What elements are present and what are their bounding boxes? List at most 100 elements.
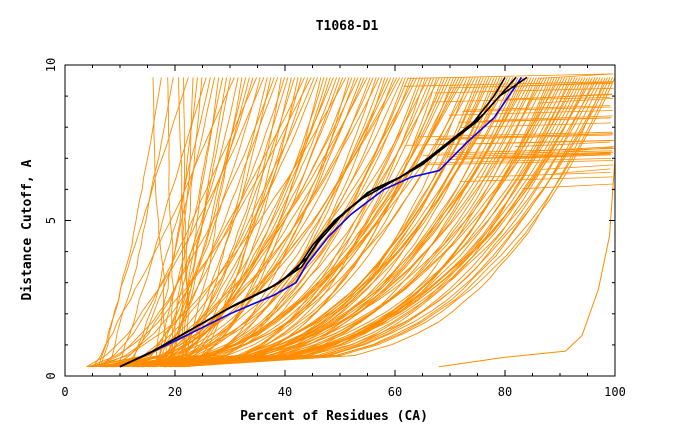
x-tick-label: 100 (604, 385, 626, 399)
model-curve (87, 77, 583, 368)
model-curve (109, 77, 404, 368)
model-curve (558, 147, 614, 153)
model-curve (135, 77, 492, 368)
x-tick-label: 20 (168, 385, 182, 399)
model-curve (407, 73, 611, 79)
model-curve (555, 168, 611, 174)
model-curve (171, 77, 383, 368)
model-curve (413, 160, 614, 166)
model-curve (471, 117, 611, 123)
model-curve (89, 77, 359, 368)
model-curve (141, 77, 309, 368)
model-curve (476, 172, 611, 178)
model-curve (137, 77, 573, 368)
model-curve (89, 77, 312, 368)
model-curve (494, 152, 611, 158)
model-curve (128, 77, 211, 367)
model-curve (116, 77, 566, 368)
model-curve (177, 77, 341, 368)
model-curve (98, 77, 258, 368)
model-curve (105, 77, 591, 368)
model-curve (97, 77, 162, 367)
model-curve (538, 73, 614, 79)
reference-curve (119, 76, 523, 368)
model-curve (434, 87, 614, 94)
model-curve (483, 115, 613, 121)
model-curve (93, 77, 415, 368)
model-curve (102, 77, 568, 368)
model-curve (170, 77, 498, 368)
model-curve (137, 77, 532, 368)
model-curve (110, 77, 593, 368)
model-curve (418, 131, 613, 138)
model-curve (99, 77, 368, 368)
model-curve (525, 93, 613, 99)
model-curve (93, 77, 578, 368)
model-curves (86, 73, 616, 368)
highlighted-curves (119, 76, 528, 368)
model-curve (164, 77, 616, 368)
x-tick-label: 0 (61, 385, 68, 399)
model-curve (153, 77, 279, 368)
model-curve (171, 77, 426, 368)
model-curve (116, 77, 207, 367)
model-curve (183, 77, 190, 367)
x-tick-label: 40 (278, 385, 292, 399)
model-curve (182, 77, 435, 368)
model-curve (170, 77, 522, 368)
x-axis-label: Percent of Residues (CA) (240, 409, 428, 424)
model-curve (137, 77, 261, 368)
model-curve (122, 77, 519, 368)
model-curve (143, 77, 409, 368)
model-curve (537, 98, 614, 104)
model-curve (111, 77, 460, 368)
model-curve (101, 77, 392, 368)
model-curve (113, 77, 418, 368)
model-curve (115, 77, 611, 368)
model-curve (159, 77, 490, 368)
model-curve (177, 77, 596, 368)
model-curve (426, 158, 611, 164)
y-tick-label: 5 (44, 217, 58, 224)
model-curve (108, 77, 473, 368)
model-curve (165, 77, 479, 368)
model-curve (105, 77, 516, 368)
model-curve (140, 77, 613, 368)
model-curve (441, 148, 615, 154)
axis-ticks: 0 20 40 60 80 100 0 5 10 (44, 58, 626, 399)
model-curve (102, 77, 476, 368)
model-curve (404, 140, 612, 146)
model-curve (123, 77, 216, 368)
model-curve (460, 122, 612, 128)
model-curve (104, 77, 598, 368)
model-curve (183, 77, 604, 368)
model-curve (142, 77, 389, 368)
highlighted-curve (119, 76, 506, 368)
model-curve-outlier (438, 158, 616, 368)
model-curve (178, 77, 608, 368)
model-curve (108, 77, 319, 368)
model-curve (126, 77, 463, 368)
model-curve (94, 77, 275, 368)
model-curve (92, 77, 235, 367)
model-curve (91, 77, 347, 368)
model-curve (168, 77, 292, 368)
model-curve (112, 77, 581, 368)
model-curve (143, 77, 506, 368)
model-curve (540, 164, 614, 170)
y-axis-label: Distance Cutoff, A (20, 159, 35, 300)
model-curve (98, 77, 374, 368)
model-curve (459, 176, 613, 182)
chart-title: T1068-D1 (316, 19, 379, 34)
model-curve (153, 77, 487, 368)
model-curve (119, 77, 432, 368)
model-curve (449, 154, 611, 160)
model-curve (136, 77, 440, 368)
y-tick-label: 10 (44, 58, 58, 72)
x-tick-label: 80 (498, 385, 512, 399)
model-curve (449, 82, 613, 89)
model-curve (99, 77, 306, 368)
model-curve (113, 77, 529, 368)
